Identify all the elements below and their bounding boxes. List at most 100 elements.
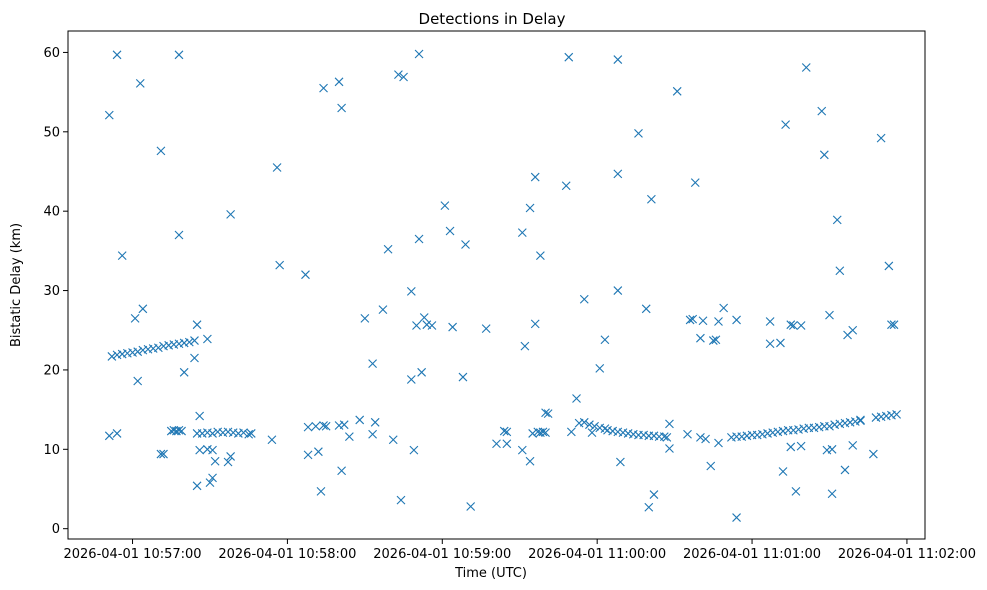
- data-point: [226, 209, 236, 219]
- data-point: [174, 230, 184, 240]
- data-point: [776, 338, 785, 348]
- y-tick-label: 50: [43, 125, 60, 140]
- data-point: [889, 320, 899, 330]
- data-point: [156, 146, 166, 156]
- data-point: [192, 481, 202, 491]
- data-point: [246, 429, 256, 438]
- data-point: [868, 449, 878, 459]
- data-point: [706, 461, 716, 471]
- data-point: [337, 103, 347, 113]
- data-point: [272, 163, 282, 172]
- data-point: [543, 409, 553, 418]
- data-point: [665, 419, 674, 429]
- data-point: [535, 251, 545, 261]
- data-point: [203, 334, 212, 344]
- data-point: [796, 321, 806, 330]
- x-tick-label: 2026-04-01 11:02:00: [838, 547, 976, 562]
- data-point: [104, 110, 114, 120]
- data-point: [876, 133, 886, 143]
- x-tick-label: 2026-04-01 10:57:00: [63, 547, 201, 562]
- data-point: [835, 266, 845, 276]
- data-point: [138, 304, 148, 314]
- x-tick-label: 2026-04-01 11:01:00: [683, 547, 821, 562]
- data-point: [339, 420, 349, 430]
- x-tick-label: 2026-04-01 11:00:00: [528, 547, 666, 562]
- data-point: [368, 429, 377, 439]
- data-point: [337, 466, 347, 476]
- x-tick-label: 2026-04-01 10:59:00: [373, 547, 511, 562]
- data-point: [884, 261, 894, 271]
- data-point: [791, 486, 801, 496]
- data-point: [541, 408, 550, 418]
- y-tick-label: 20: [43, 363, 60, 378]
- data-point: [208, 473, 217, 483]
- data-point: [378, 305, 388, 314]
- data-point: [417, 367, 427, 377]
- data-point: [613, 55, 623, 64]
- data-point: [344, 432, 354, 441]
- data-point: [696, 433, 705, 442]
- data-point: [399, 72, 408, 82]
- data-point: [383, 244, 393, 254]
- data-point: [159, 449, 168, 459]
- data-point: [701, 434, 710, 444]
- data-point: [719, 303, 729, 313]
- data-point: [827, 444, 837, 454]
- data-point: [153, 343, 163, 353]
- data-point: [267, 435, 277, 445]
- data-point: [825, 421, 834, 431]
- data-point: [765, 317, 775, 326]
- data-point: [520, 341, 530, 351]
- y-tick-label: 60: [43, 46, 60, 61]
- data-point: [688, 314, 698, 324]
- data-point: [538, 427, 548, 437]
- data-point: [600, 335, 610, 345]
- data-point: [388, 435, 398, 445]
- data-point: [319, 421, 328, 430]
- data-point: [334, 77, 344, 87]
- data-point: [530, 319, 540, 329]
- data-point: [714, 317, 723, 326]
- data-point: [195, 411, 205, 421]
- data-point: [461, 240, 470, 249]
- data-point: [117, 251, 127, 261]
- data-point: [414, 234, 424, 244]
- data-point: [732, 513, 741, 522]
- data-point: [530, 172, 540, 182]
- data-point: [827, 489, 837, 499]
- data-point: [708, 336, 718, 345]
- data-point: [613, 286, 623, 295]
- data-point: [440, 201, 450, 211]
- data-point: [595, 363, 605, 373]
- data-point: [856, 416, 865, 426]
- y-axis-title: Bistatic Delay (km): [9, 223, 24, 347]
- data-point: [579, 417, 589, 427]
- data-point: [634, 129, 643, 138]
- data-point: [370, 417, 380, 427]
- data-point: [492, 439, 501, 449]
- data-point: [685, 315, 695, 325]
- data-point: [226, 452, 236, 461]
- data-point: [499, 426, 509, 436]
- data-point: [819, 150, 829, 160]
- data-point: [572, 394, 581, 403]
- data-point: [840, 465, 850, 475]
- data-point: [184, 337, 194, 347]
- data-point: [321, 421, 331, 431]
- data-point: [406, 375, 416, 384]
- data-point: [786, 442, 796, 452]
- data-point: [579, 294, 589, 304]
- data-point: [517, 445, 527, 455]
- y-axis: 0 10 20 30 40 50 60: [43, 46, 68, 537]
- data-point: [590, 421, 599, 431]
- data-point: [786, 320, 796, 330]
- data-point: [313, 447, 323, 457]
- data-point: [587, 428, 597, 438]
- data-point: [517, 228, 527, 238]
- data-point: [409, 445, 419, 455]
- data-point: [856, 415, 865, 425]
- plot-frame: [67, 30, 926, 540]
- data-point: [887, 320, 896, 330]
- data-point: [659, 432, 669, 441]
